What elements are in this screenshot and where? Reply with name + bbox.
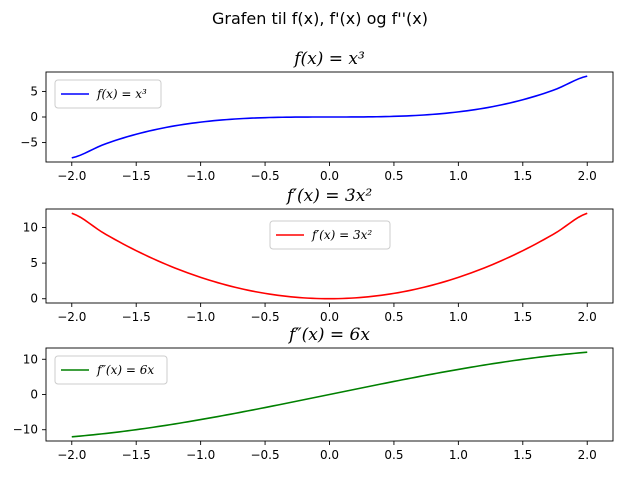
x-tick-label: 1.0 xyxy=(449,448,468,462)
x-tick-label: 0.0 xyxy=(320,448,339,462)
legend-label: f′(x) = 3x² xyxy=(311,228,372,242)
x-tick-label: −0.5 xyxy=(250,169,279,183)
x-tick-label: −2.0 xyxy=(57,169,86,183)
y-tick-label: −5 xyxy=(20,136,38,150)
x-tick-label: −1.5 xyxy=(122,169,151,183)
x-tick-label: 1.5 xyxy=(513,310,532,324)
legend-label: f″(x) = 6x xyxy=(96,363,154,377)
x-tick-label: 2.0 xyxy=(578,169,597,183)
x-tick-label: 1.0 xyxy=(449,310,468,324)
figure-suptitle: Grafen til f(x), f'(x) og f''(x) xyxy=(212,9,428,28)
x-tick-label: −0.5 xyxy=(250,310,279,324)
subplot-3-title: f″(x) = 6x xyxy=(287,325,370,345)
x-tick-label: 2.0 xyxy=(578,310,597,324)
x-tick-label: −0.5 xyxy=(250,448,279,462)
series-line-2-1 xyxy=(71,212,588,300)
y-tick-label: 5 xyxy=(30,256,38,270)
x-tick-label: 0.0 xyxy=(320,310,339,324)
y-tick-label: 5 xyxy=(30,84,38,98)
x-tick-label: 0.5 xyxy=(384,169,403,183)
x-tick-label: −1.0 xyxy=(186,310,215,324)
x-tick-label: −1.0 xyxy=(186,169,215,183)
x-tick-label: 2.0 xyxy=(578,448,597,462)
subplot-1-title: f(x) = x³ xyxy=(292,49,365,69)
legend-box xyxy=(54,79,162,109)
legend-box xyxy=(54,355,168,385)
legend-3: f″(x) = 6x xyxy=(54,355,168,385)
y-tick-label: 10 xyxy=(23,352,38,366)
y-tick-label: −10 xyxy=(13,423,38,437)
x-tick-label: 0.5 xyxy=(384,310,403,324)
subplots: f(x) = x³ −2.0 −1.5 −1.0 −0.5 0.0 0.5 1.0 1.5 2.0… xyxy=(13,49,614,462)
subplot-1: f(x) = x³ −2.0 −1.5 −1.0 −0.5 0.0 0.5 1.0 1.5 2.0… xyxy=(20,49,614,183)
series-line-3-1 xyxy=(71,351,588,438)
y-tick-label: 0 xyxy=(30,292,38,306)
x-tick-label: −1.5 xyxy=(122,310,151,324)
subplot-2-title: f′(x) = 3x² xyxy=(285,186,372,206)
x-tick-label: 1.5 xyxy=(513,169,532,183)
legend-box xyxy=(269,220,391,250)
y-tick-label: 10 xyxy=(23,221,38,235)
subplot-3: f″(x) = 6x −2.0 −1.5 −1.0 −0.5 0.0 0.5 1.0 1.5 2.… xyxy=(13,325,614,462)
x-tick-label: 1.5 xyxy=(513,448,532,462)
x-tick-label: 1.0 xyxy=(449,169,468,183)
series-line-1-1 xyxy=(71,75,588,159)
x-tick-label: −1.5 xyxy=(122,448,151,462)
legend-2: f′(x) = 3x² xyxy=(269,220,391,250)
x-tick-label: 0.5 xyxy=(384,448,403,462)
legend-1: f(x) = x³ xyxy=(54,79,162,109)
x-tick-label: 0.0 xyxy=(320,169,339,183)
x-tick-label: −2.0 xyxy=(57,448,86,462)
y-tick-label: 0 xyxy=(30,388,38,402)
x-tick-label: −2.0 xyxy=(57,310,86,324)
y-tick-label: 0 xyxy=(30,110,38,124)
x-tick-label: −1.0 xyxy=(186,448,215,462)
legend-label: f(x) = x³ xyxy=(96,87,147,101)
subplot-2: f′(x) = 3x² −2.0 −1.5 −1.0 −0.5 0.0 0.5 1.0 1.5 2… xyxy=(23,186,614,324)
